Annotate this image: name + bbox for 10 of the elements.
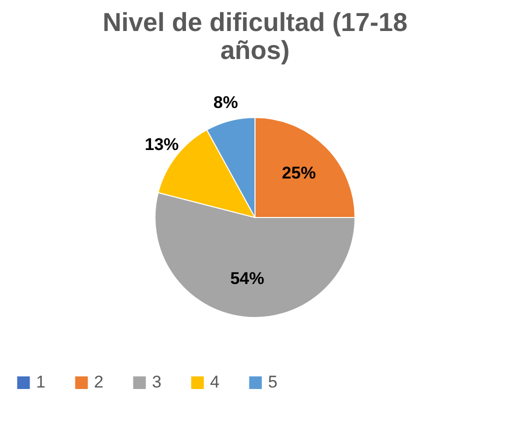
legend-label: 5	[268, 372, 278, 392]
data-label: 8%	[213, 93, 238, 112]
data-label: 25%	[282, 164, 316, 183]
data-label: 54%	[230, 269, 264, 288]
data-label: 13%	[144, 135, 179, 154]
legend-label: 3	[152, 372, 162, 392]
chart-title: Nivel de dificultad (17-18 años)	[102, 7, 408, 65]
legend-label: 2	[94, 372, 104, 392]
legend-label: 1	[36, 372, 46, 392]
legend-label: 4	[210, 372, 220, 392]
